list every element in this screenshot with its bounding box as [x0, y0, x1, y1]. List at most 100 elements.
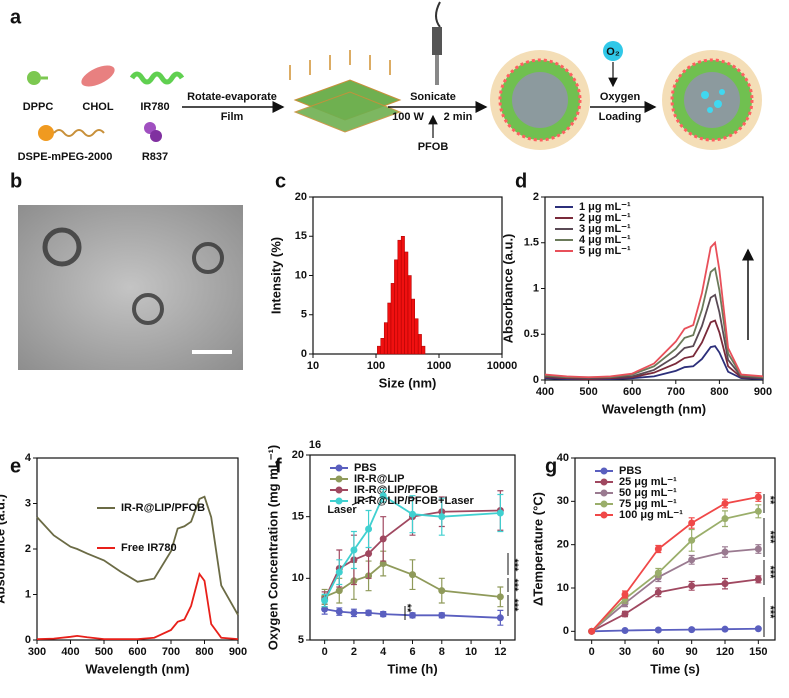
schematic-text: R837	[142, 151, 168, 163]
data-point	[321, 605, 329, 613]
y-tick-label: 15	[295, 230, 307, 242]
data-point	[409, 611, 416, 619]
series-line	[544, 266, 764, 379]
bar	[387, 302, 392, 355]
x-tick-label: 4	[380, 646, 387, 658]
schematic-text: DSPE-mPEG-2000	[18, 151, 113, 163]
annotation: **	[401, 604, 413, 613]
x-tick-label: 900	[229, 646, 247, 658]
y-tick-label: 4	[25, 452, 32, 464]
y-tick-label: 5	[298, 634, 304, 646]
data-point	[688, 536, 696, 544]
x-tick-label: 0	[322, 646, 328, 658]
annotation: ***	[508, 559, 520, 573]
bar	[414, 318, 419, 355]
annotation: ***	[764, 531, 776, 545]
annotation: **	[764, 496, 776, 505]
legend-label: 5 μg mL⁻¹	[579, 245, 631, 257]
legend-marker	[600, 500, 608, 508]
data-point	[654, 569, 662, 577]
bar	[377, 345, 382, 355]
y-tick-label: 3	[25, 497, 31, 509]
x-axis-label: Size (nm)	[379, 375, 437, 390]
y-tick-label: 2	[25, 543, 31, 555]
data-point	[350, 546, 358, 554]
schematic-text: DPPC	[23, 101, 54, 113]
data-point	[688, 519, 696, 527]
x-tick-label: 10000	[487, 360, 518, 372]
data-point	[365, 550, 373, 558]
series-line	[544, 319, 764, 380]
bar	[383, 322, 388, 355]
x-axis-label: Wavelength (nm)	[85, 661, 189, 676]
legend-marker	[600, 511, 608, 519]
x-tick-label: 600	[623, 386, 641, 398]
y-tick-label: 20	[295, 191, 307, 203]
x-axis-label: Time (s)	[650, 661, 700, 676]
y-tick-label: 30	[557, 495, 569, 507]
data-point	[621, 626, 629, 634]
x-tick-label: 150	[749, 646, 767, 658]
legend-marker	[335, 464, 343, 472]
schematic-text: PFOB	[418, 141, 449, 153]
data-point	[754, 545, 762, 553]
legend-label: PBS	[354, 462, 377, 474]
data-point	[335, 608, 343, 616]
bar	[407, 275, 412, 355]
series-line	[591, 627, 759, 633]
data-point	[721, 500, 729, 507]
tem-image	[18, 205, 243, 370]
data-point	[379, 610, 387, 618]
data-point	[335, 587, 343, 595]
y-axis-label: Intensity (%)	[268, 237, 283, 314]
legend-marker	[335, 475, 343, 483]
schematic-text: Loading	[599, 111, 642, 123]
schematic-text: CHOL	[82, 101, 113, 113]
x-tick-label: 6	[409, 646, 415, 658]
x-tick-label: 400	[61, 646, 79, 658]
bar	[397, 239, 402, 355]
x-tick-label: 800	[195, 646, 213, 658]
data-point	[365, 525, 373, 533]
x-tick-label: 400	[536, 386, 554, 398]
y-tick-label: 20	[557, 539, 569, 551]
series-line	[591, 510, 759, 632]
bar	[390, 283, 395, 355]
y-axis-label: Absorbance (a.u.)	[0, 494, 7, 604]
annotation: ***	[508, 579, 520, 593]
data-point	[365, 609, 373, 617]
y-tick-label: 15	[292, 511, 304, 523]
y-tick-label: 10	[292, 572, 304, 584]
legend-label: 3 μg mL⁻¹	[579, 223, 631, 235]
data-point	[754, 493, 762, 501]
x-tick-label: 300	[28, 646, 46, 658]
annotation: ***	[764, 606, 776, 620]
x-tick-label: 2	[351, 646, 357, 658]
bar	[380, 338, 385, 355]
x-axis-label: Time (h)	[387, 661, 437, 676]
x-axis-label: Wavelength (nm)	[602, 401, 706, 416]
data-point	[335, 568, 343, 576]
y-tick-label: 1	[25, 588, 31, 600]
x-tick-label: 0	[589, 646, 595, 658]
legend-label: 1 μg mL⁻¹	[579, 201, 631, 213]
annotation: 16	[309, 439, 321, 451]
y-tick-label: 1.5	[524, 237, 539, 249]
annotation-line	[351, 495, 373, 506]
panel-label: g	[545, 455, 557, 477]
data-point	[688, 556, 696, 564]
y-tick-label: 0	[25, 634, 31, 646]
series-line	[591, 578, 759, 633]
y-axis-label: Absorbance (a.u.)	[500, 234, 515, 344]
legend-label: IR-R@LIP	[354, 473, 404, 485]
x-tick-label: 800	[710, 386, 728, 398]
x-tick-label: 10	[307, 360, 319, 372]
panel-label: d	[515, 170, 527, 192]
data-point	[496, 614, 504, 622]
y-tick-label: 1	[533, 282, 539, 294]
data-point	[654, 588, 662, 596]
bar	[404, 251, 409, 355]
data-point	[688, 626, 696, 634]
x-tick-label: 500	[579, 386, 597, 398]
legend-label: IR-R@LIP/PFOB	[354, 484, 438, 496]
